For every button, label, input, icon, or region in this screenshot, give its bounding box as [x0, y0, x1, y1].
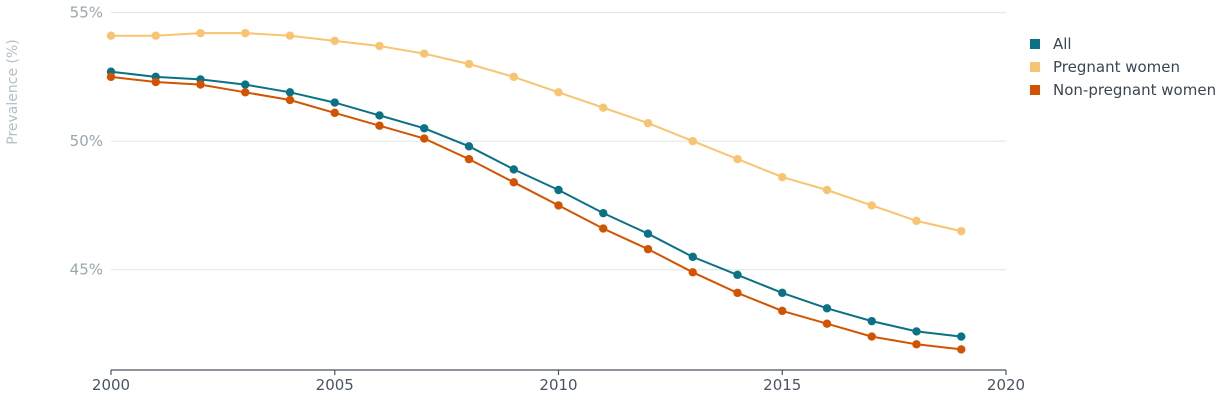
legend-label-pregnant-women: Pregnant women [1053, 57, 1181, 76]
x-tick-label-2015: 2015 [763, 376, 801, 394]
y-tick-label-50: 50% [70, 132, 103, 150]
data-point-all-2013 [688, 252, 697, 262]
data-point-pregnant-women-2012 [643, 118, 653, 128]
x-tick-label-2010: 2010 [539, 376, 577, 394]
legend-swatch-pregnant-women [1030, 61, 1040, 72]
legend-label-non-pregnant-women: Non-pregnant women [1053, 80, 1217, 99]
x-tick-label-2005: 2005 [316, 376, 354, 394]
data-point-all-2008 [464, 142, 474, 151]
y-axis-title: Prevalence (%) [5, 39, 21, 145]
data-point-non-pregnant-women-2005 [330, 108, 339, 118]
data-point-non-pregnant-women-2006 [375, 121, 384, 130]
data-point-pregnant-women-2019 [957, 226, 966, 236]
data-point-pregnant-women-2002 [196, 28, 205, 38]
data-point-non-pregnant-women-2012 [643, 244, 653, 254]
data-point-non-pregnant-women-2016 [822, 319, 832, 328]
series-group [106, 28, 966, 354]
x-tick-label-2000: 2000 [92, 376, 130, 394]
data-point-pregnant-women-2018 [912, 216, 921, 226]
legend-swatch-all [1030, 38, 1040, 49]
data-point-pregnant-women-2017 [867, 201, 876, 210]
data-point-all-2005 [330, 98, 339, 107]
data-point-all-2011 [599, 208, 608, 218]
legend-label-all: All [1053, 34, 1072, 53]
data-point-pregnant-women-2007 [420, 49, 429, 58]
data-point-all-2017 [867, 316, 876, 326]
legend-item-non-pregnant-women[interactable]: Non-pregnant women [1030, 78, 1216, 101]
data-point-all-2016 [822, 304, 832, 313]
data-point-pregnant-women-2008 [464, 59, 474, 69]
data-point-all-2012 [643, 229, 653, 238]
data-point-all-2009 [509, 165, 518, 174]
data-point-non-pregnant-women-2003 [241, 88, 250, 97]
data-point-pregnant-women-2015 [778, 172, 787, 182]
data-point-all-2010 [554, 185, 563, 195]
data-point-non-pregnant-women-2009 [509, 178, 518, 187]
legend-swatch-non-pregnant-women [1030, 84, 1040, 95]
data-point-pregnant-women-2004 [285, 31, 295, 40]
series-line-non-pregnant-women [110, 75, 962, 351]
data-point-pregnant-women-2016 [822, 185, 832, 195]
data-point-all-2019 [957, 332, 966, 341]
legend-item-all[interactable]: All [1030, 32, 1216, 55]
data-point-all-2003 [241, 80, 250, 89]
gridlines [111, 12, 1006, 271]
data-point-non-pregnant-women-2018 [912, 340, 921, 349]
data-point-all-2018 [912, 327, 921, 336]
data-point-pregnant-women-2010 [554, 88, 563, 97]
data-point-non-pregnant-women-2000 [106, 72, 116, 82]
data-point-non-pregnant-women-2014 [733, 288, 742, 298]
data-point-pregnant-women-2014 [733, 154, 742, 164]
data-point-non-pregnant-women-2019 [957, 345, 966, 354]
y-tick-label-55: 55% [70, 4, 103, 22]
y-tick-labels: 45% 50% 55% [70, 4, 103, 279]
data-point-pregnant-women-2011 [599, 103, 608, 112]
data-point-all-2007 [420, 124, 429, 133]
x-axis [110, 369, 1007, 375]
data-point-non-pregnant-women-2010 [554, 201, 563, 210]
series-line-all [110, 70, 962, 338]
legend-item-pregnant-women[interactable]: Pregnant women [1030, 55, 1216, 78]
data-point-non-pregnant-women-2011 [599, 224, 608, 233]
series-pregnant-women [106, 28, 966, 236]
data-point-non-pregnant-women-2001 [151, 77, 160, 87]
data-point-non-pregnant-women-2004 [285, 95, 295, 105]
data-point-all-2015 [778, 288, 787, 298]
data-point-pregnant-women-2001 [151, 31, 160, 40]
x-tick-label-2020: 2020 [987, 376, 1025, 394]
legend: All Pregnant women Non-pregnant women [1030, 32, 1216, 101]
data-point-non-pregnant-women-2007 [420, 134, 429, 143]
data-point-all-2004 [285, 88, 295, 97]
series-all [106, 67, 966, 341]
data-point-pregnant-women-2013 [688, 136, 697, 146]
x-tick-labels: 2000 2005 2010 2015 2020 [92, 376, 1025, 394]
data-point-non-pregnant-women-2017 [867, 332, 876, 341]
data-point-non-pregnant-women-2013 [688, 268, 697, 277]
data-point-non-pregnant-women-2002 [196, 80, 205, 89]
data-point-non-pregnant-women-2008 [464, 154, 474, 164]
data-point-all-2006 [375, 111, 384, 120]
data-point-pregnant-women-2006 [375, 41, 384, 51]
data-point-pregnant-women-2000 [106, 31, 116, 40]
data-point-non-pregnant-women-2015 [778, 306, 787, 316]
y-tick-label-45: 45% [70, 261, 103, 279]
series-non-pregnant-women [106, 72, 966, 354]
data-point-pregnant-women-2005 [330, 36, 339, 46]
data-point-pregnant-women-2003 [241, 28, 250, 38]
data-point-pregnant-women-2009 [509, 72, 518, 82]
data-point-all-2014 [733, 270, 742, 280]
series-line-pregnant-women [111, 32, 962, 233]
